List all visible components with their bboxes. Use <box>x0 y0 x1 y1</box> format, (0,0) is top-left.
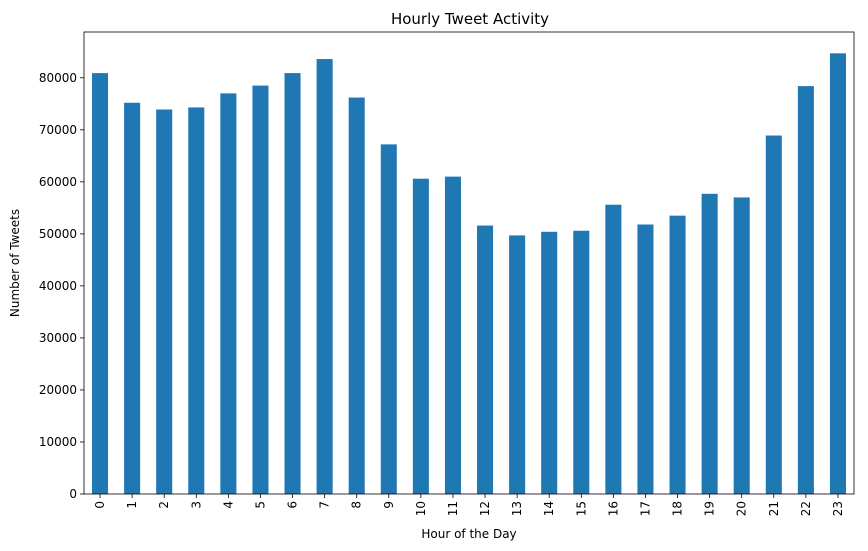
x-tick-label: 3 <box>189 501 203 509</box>
bar-hour-3 <box>188 107 205 495</box>
x-tick-label: 5 <box>253 501 267 509</box>
bar-hour-19 <box>701 193 718 494</box>
y-tick-label: 20000 <box>39 383 77 397</box>
bar-hour-16 <box>605 204 622 494</box>
y-tick-label: 70000 <box>39 123 77 137</box>
y-tick-label: 10000 <box>39 435 77 449</box>
x-tick-label: 8 <box>350 501 364 509</box>
x-tick-label: 18 <box>671 501 685 516</box>
y-tick-label: 50000 <box>39 227 77 241</box>
bar-hour-7 <box>316 59 333 495</box>
bar-hour-8 <box>348 97 365 495</box>
bar-hour-13 <box>509 235 526 495</box>
x-tick-label: 11 <box>446 501 460 516</box>
chart-title: Hourly Tweet Activity <box>391 10 549 28</box>
x-tick-label: 14 <box>542 501 556 516</box>
x-tick-label: 21 <box>767 501 781 516</box>
y-tick-label: 0 <box>69 487 77 501</box>
x-tick-label: 9 <box>382 501 396 509</box>
bar-hour-5 <box>252 85 269 495</box>
x-axis-label: Hour of the Day <box>421 527 516 541</box>
x-axis: 0 1 2 3 4 5 6 7 8 9 10 11 12 13 14 15 16 17 18 19 20 21 22 23 <box>93 494 845 516</box>
bar-hour-6 <box>284 73 301 494</box>
x-tick-label: 7 <box>318 501 332 509</box>
x-tick-label: 17 <box>638 501 652 516</box>
x-tick-label: 20 <box>735 501 749 516</box>
x-tick-label: 19 <box>703 501 717 516</box>
x-tick-label: 6 <box>286 501 300 509</box>
x-tick-label: 16 <box>606 501 620 516</box>
plot-frame <box>83 31 855 495</box>
x-tick-label: 4 <box>221 501 235 509</box>
x-tick-label: 23 <box>831 501 845 516</box>
bar-hour-4 <box>220 93 237 494</box>
bar-hour-21 <box>765 135 782 494</box>
bars-group <box>92 53 846 495</box>
y-tick-label: 80000 <box>39 71 77 85</box>
bar-hour-23 <box>829 53 846 494</box>
x-tick-label: 0 <box>93 501 107 509</box>
y-tick-label: 40000 <box>39 279 77 293</box>
bar-hour-9 <box>380 144 397 495</box>
bar-hour-14 <box>541 231 558 494</box>
y-axis-label: Number of Tweets <box>8 209 22 317</box>
x-tick-label: 15 <box>574 501 588 516</box>
bar-hour-10 <box>412 178 429 494</box>
bar-hour-20 <box>733 197 750 494</box>
y-tick-label: 30000 <box>39 331 77 345</box>
bar-hour-15 <box>573 230 590 495</box>
bar-hour-1 <box>124 102 141 494</box>
x-tick-label: 1 <box>125 501 139 509</box>
y-tick-label: 60000 <box>39 175 77 189</box>
x-tick-label: 22 <box>799 501 813 516</box>
bar-hour-12 <box>477 225 494 495</box>
bar-hour-18 <box>669 215 686 495</box>
x-tick-label: 12 <box>478 501 492 516</box>
bar-hour-17 <box>637 224 654 494</box>
bar-hour-2 <box>156 109 173 495</box>
x-tick-label: 2 <box>157 501 171 509</box>
bar-hour-0 <box>92 73 109 494</box>
x-tick-label: 13 <box>510 501 524 516</box>
x-tick-label: 10 <box>414 501 428 516</box>
bar-hour-22 <box>797 86 814 495</box>
bar-hour-11 <box>444 176 461 494</box>
y-axis: 0 10000 20000 30000 40000 50000 60000 70000 8000… <box>39 71 84 501</box>
